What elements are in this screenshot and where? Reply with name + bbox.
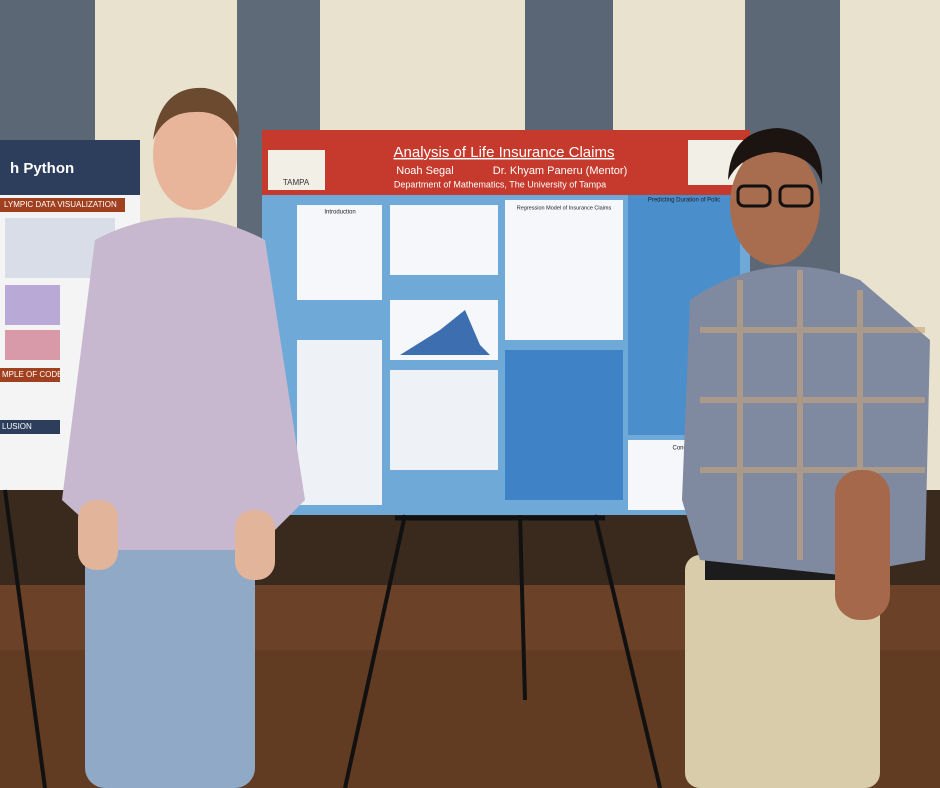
author: Noah Segal: [396, 165, 454, 177]
poster-header: [262, 130, 750, 195]
jeans: [85, 520, 255, 788]
left-poster-header: [0, 140, 140, 195]
section-heading: MPLE OF CODE: [2, 370, 62, 379]
author: Dr. Khyam Paneru (Mentor): [493, 165, 628, 177]
arm: [835, 470, 890, 620]
easel-leg: [593, 514, 662, 788]
left-poster-title: h Python: [10, 160, 74, 177]
section-heading: LYMPIC DATA VISUALIZATION: [4, 200, 117, 209]
text-block: [297, 205, 382, 300]
section-heading: LUSION: [2, 422, 32, 431]
face: [730, 145, 820, 265]
plaid-shirt: [682, 266, 930, 575]
plaid-pattern: [700, 270, 925, 560]
histogram: [400, 310, 490, 355]
figure: [5, 330, 60, 360]
figure: [5, 285, 60, 325]
glasses: [778, 184, 814, 208]
figure-block: [297, 340, 382, 505]
glasses: [736, 184, 772, 208]
figure-block: [390, 205, 498, 275]
section-bar: [0, 198, 125, 212]
poster-title: Analysis of Life Insurance Claims: [394, 144, 615, 161]
logo: [268, 150, 325, 190]
section-heading: Introduction: [324, 210, 355, 216]
text-block: [505, 200, 623, 340]
figure-block: [390, 370, 498, 470]
easel-leg: [343, 514, 407, 788]
easel-leg: [3, 489, 47, 788]
table-block: [505, 350, 623, 500]
face: [153, 100, 237, 210]
logo-text: TAMPA: [283, 178, 310, 187]
hand: [78, 500, 118, 570]
section-heading: Regression Model of Insurance Claims: [517, 205, 612, 211]
hair: [153, 87, 240, 140]
hand: [235, 510, 275, 580]
department: Department of Mathematics, The Universit…: [394, 179, 606, 189]
section-bar: [0, 420, 60, 434]
hair: [728, 128, 823, 185]
section-heading: Conclusi: [672, 446, 695, 452]
section-heading: Predicting Duration of Polic: [648, 198, 720, 204]
shirt: [62, 217, 305, 550]
section-bar: [0, 368, 60, 382]
pants: [685, 555, 880, 788]
easel-leg: [518, 514, 527, 701]
